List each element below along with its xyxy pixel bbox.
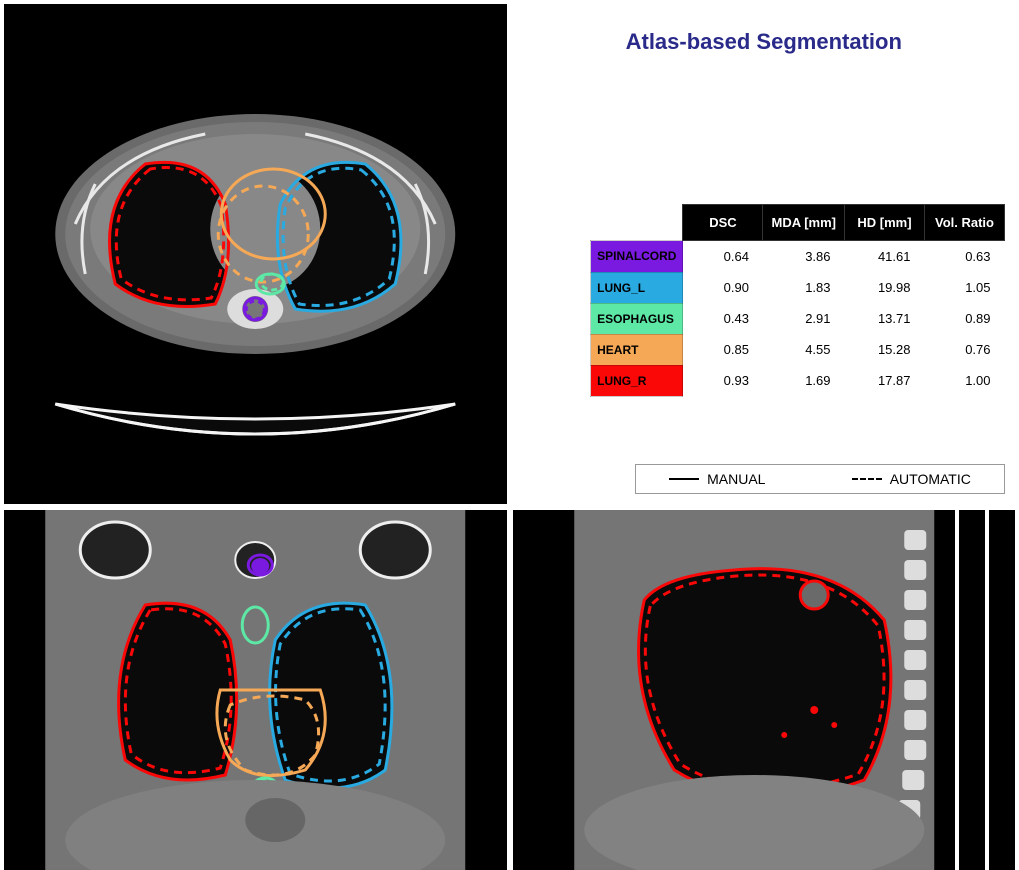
axial-ct-view <box>4 4 507 504</box>
coronal-ct-view <box>4 510 507 870</box>
info-panel: Atlas-based Segmentation DSC MDA [mm] HD… <box>513 4 1016 504</box>
cell-mda: 1.69 <box>763 365 845 396</box>
table-row: LUNG_R0.931.6917.871.00 <box>591 365 1005 396</box>
axial-svg <box>4 4 507 504</box>
cell-vol: 0.76 <box>925 334 1005 365</box>
cell-mda: 2.91 <box>763 303 845 334</box>
cell-dsc: 0.64 <box>683 241 763 273</box>
cell-hd: 13.71 <box>845 303 925 334</box>
cell-mda: 4.55 <box>763 334 845 365</box>
cell-vol: 0.89 <box>925 303 1005 334</box>
table-row: HEART0.854.5515.280.76 <box>591 334 1005 365</box>
legend-automatic-label: AUTOMATIC <box>890 471 971 487</box>
segmentation-title: Atlas-based Segmentation <box>533 24 996 55</box>
legend-manual-label: MANUAL <box>707 471 765 487</box>
table-row: ESOPHAGUS0.432.9113.710.89 <box>591 303 1005 334</box>
col-dsc: DSC <box>683 205 763 241</box>
structure-label: SPINALCORD <box>591 241 683 273</box>
cell-dsc: 0.85 <box>683 334 763 365</box>
cell-dsc: 0.93 <box>683 365 763 396</box>
sagittal-side-strips <box>955 510 1015 870</box>
dashed-line-icon <box>852 478 882 480</box>
coronal-svg <box>4 510 507 870</box>
cell-mda: 1.83 <box>763 272 845 303</box>
cell-dsc: 0.43 <box>683 303 763 334</box>
legend-automatic: AUTOMATIC <box>852 471 971 487</box>
cell-hd: 17.87 <box>845 365 925 396</box>
table-row: LUNG_L0.901.8319.981.05 <box>591 272 1005 303</box>
cell-hd: 41.61 <box>845 241 925 273</box>
metrics-table: DSC MDA [mm] HD [mm] Vol. Ratio SPINALCO… <box>590 204 1005 397</box>
cell-dsc: 0.90 <box>683 272 763 303</box>
cell-mda: 3.86 <box>763 241 845 273</box>
structure-label: LUNG_R <box>591 365 683 396</box>
sagittal-ct-view <box>513 510 1016 870</box>
structure-label: LUNG_L <box>591 272 683 303</box>
legend: MANUAL AUTOMATIC <box>635 464 1005 494</box>
solid-line-icon <box>669 478 699 480</box>
structure-label: ESOPHAGUS <box>591 303 683 334</box>
col-vol: Vol. Ratio <box>925 205 1005 241</box>
legend-manual: MANUAL <box>669 471 765 487</box>
cell-vol: 1.05 <box>925 272 1005 303</box>
table-row: SPINALCORD0.643.8641.610.63 <box>591 241 1005 273</box>
col-mda: MDA [mm] <box>763 205 845 241</box>
table-blank <box>591 205 683 241</box>
cell-hd: 19.98 <box>845 272 925 303</box>
sagittal-svg <box>513 510 1016 870</box>
cell-vol: 1.00 <box>925 365 1005 396</box>
cell-vol: 0.63 <box>925 241 1005 273</box>
structure-label: HEART <box>591 334 683 365</box>
col-hd: HD [mm] <box>845 205 925 241</box>
cell-hd: 15.28 <box>845 334 925 365</box>
